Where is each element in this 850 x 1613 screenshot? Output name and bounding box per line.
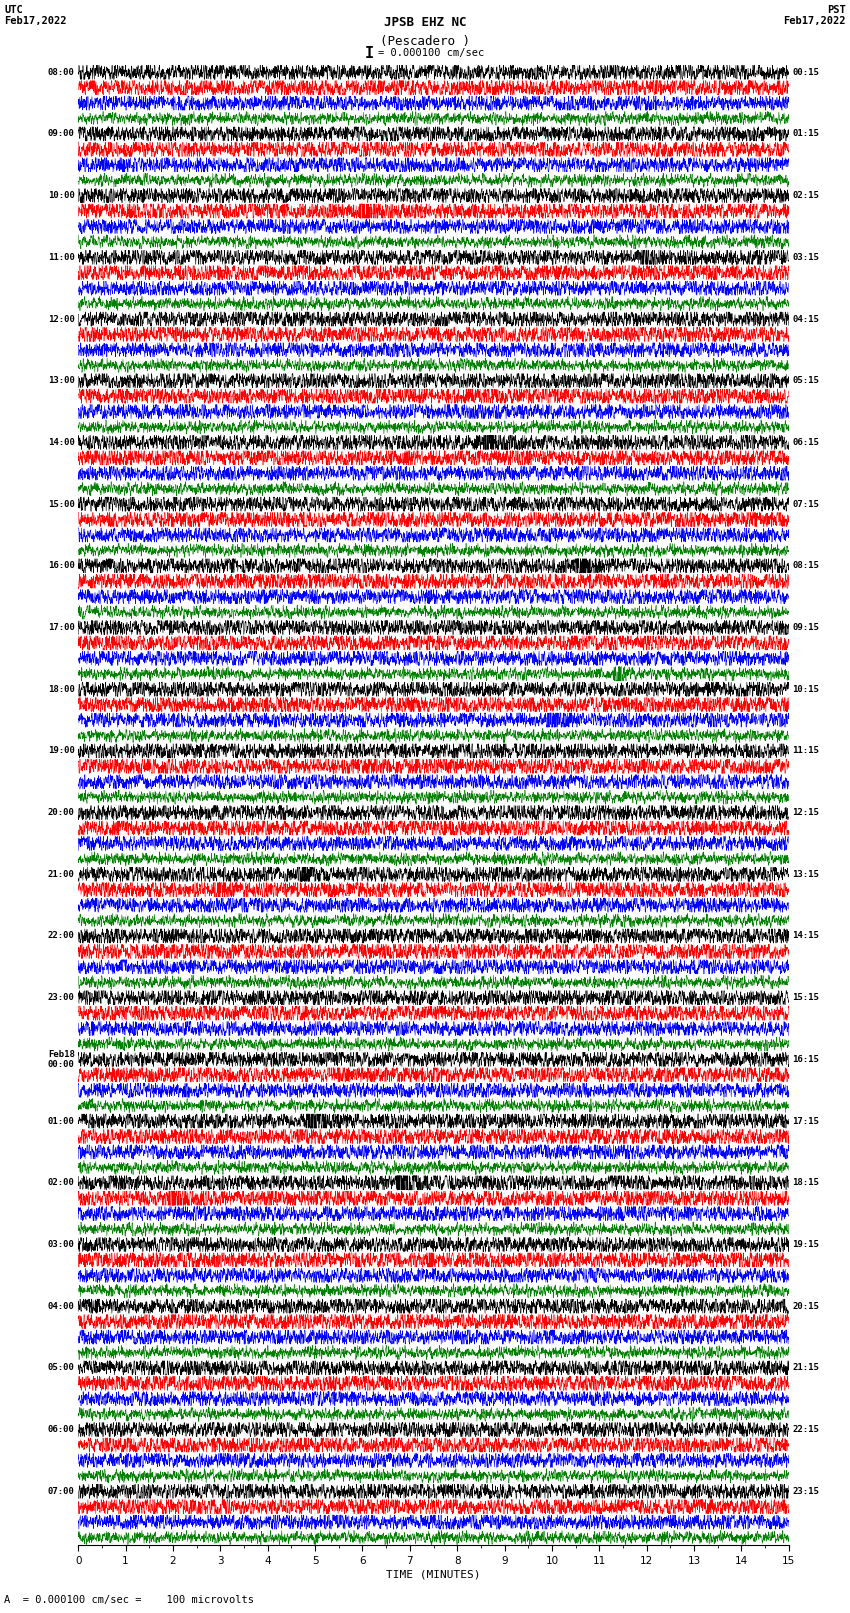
Text: Feb18
00:00: Feb18 00:00 xyxy=(48,1050,75,1069)
Text: PST
Feb17,2022: PST Feb17,2022 xyxy=(783,5,846,26)
Text: 20:15: 20:15 xyxy=(792,1302,819,1311)
Text: 06:15: 06:15 xyxy=(792,437,819,447)
Text: 12:00: 12:00 xyxy=(48,315,75,324)
Text: 21:15: 21:15 xyxy=(792,1363,819,1373)
Text: 18:00: 18:00 xyxy=(48,684,75,694)
Text: 14:15: 14:15 xyxy=(792,931,819,940)
Text: 13:15: 13:15 xyxy=(792,869,819,879)
Text: 17:15: 17:15 xyxy=(792,1116,819,1126)
Text: 10:15: 10:15 xyxy=(792,684,819,694)
Text: 05:00: 05:00 xyxy=(48,1363,75,1373)
Text: 17:00: 17:00 xyxy=(48,623,75,632)
Text: 16:15: 16:15 xyxy=(792,1055,819,1065)
Text: 23:15: 23:15 xyxy=(792,1487,819,1495)
Text: 16:00: 16:00 xyxy=(48,561,75,571)
Text: I: I xyxy=(366,45,374,61)
Text: 03:00: 03:00 xyxy=(48,1240,75,1248)
Text: 22:15: 22:15 xyxy=(792,1424,819,1434)
Text: 12:15: 12:15 xyxy=(792,808,819,818)
Text: 21:00: 21:00 xyxy=(48,869,75,879)
Text: 14:00: 14:00 xyxy=(48,437,75,447)
Text: (Pescadero ): (Pescadero ) xyxy=(380,35,470,48)
Text: JPSB EHZ NC: JPSB EHZ NC xyxy=(383,16,467,29)
Text: 22:00: 22:00 xyxy=(48,931,75,940)
Text: 09:00: 09:00 xyxy=(48,129,75,139)
Text: A  = 0.000100 cm/sec =    100 microvolts: A = 0.000100 cm/sec = 100 microvolts xyxy=(4,1595,254,1605)
Text: 08:00: 08:00 xyxy=(48,68,75,77)
Text: 18:15: 18:15 xyxy=(792,1177,819,1187)
Text: 04:00: 04:00 xyxy=(48,1302,75,1311)
Text: 07:00: 07:00 xyxy=(48,1487,75,1495)
Text: 01:15: 01:15 xyxy=(792,129,819,139)
Text: 15:15: 15:15 xyxy=(792,994,819,1002)
Text: 06:00: 06:00 xyxy=(48,1424,75,1434)
Text: 03:15: 03:15 xyxy=(792,253,819,261)
Text: 11:15: 11:15 xyxy=(792,747,819,755)
Text: 02:15: 02:15 xyxy=(792,190,819,200)
Text: 20:00: 20:00 xyxy=(48,808,75,818)
Text: 05:15: 05:15 xyxy=(792,376,819,386)
Text: 01:00: 01:00 xyxy=(48,1116,75,1126)
Text: 23:00: 23:00 xyxy=(48,994,75,1002)
Text: 19:00: 19:00 xyxy=(48,747,75,755)
Text: 02:00: 02:00 xyxy=(48,1177,75,1187)
Text: 11:00: 11:00 xyxy=(48,253,75,261)
Text: = 0.000100 cm/sec: = 0.000100 cm/sec xyxy=(378,48,484,58)
Text: 09:15: 09:15 xyxy=(792,623,819,632)
Text: 00:15: 00:15 xyxy=(792,68,819,77)
Text: 10:00: 10:00 xyxy=(48,190,75,200)
Text: 13:00: 13:00 xyxy=(48,376,75,386)
Text: 04:15: 04:15 xyxy=(792,315,819,324)
Text: 15:00: 15:00 xyxy=(48,500,75,508)
X-axis label: TIME (MINUTES): TIME (MINUTES) xyxy=(386,1569,481,1579)
Text: 08:15: 08:15 xyxy=(792,561,819,571)
Text: 07:15: 07:15 xyxy=(792,500,819,508)
Text: UTC
Feb17,2022: UTC Feb17,2022 xyxy=(4,5,67,26)
Text: 19:15: 19:15 xyxy=(792,1240,819,1248)
